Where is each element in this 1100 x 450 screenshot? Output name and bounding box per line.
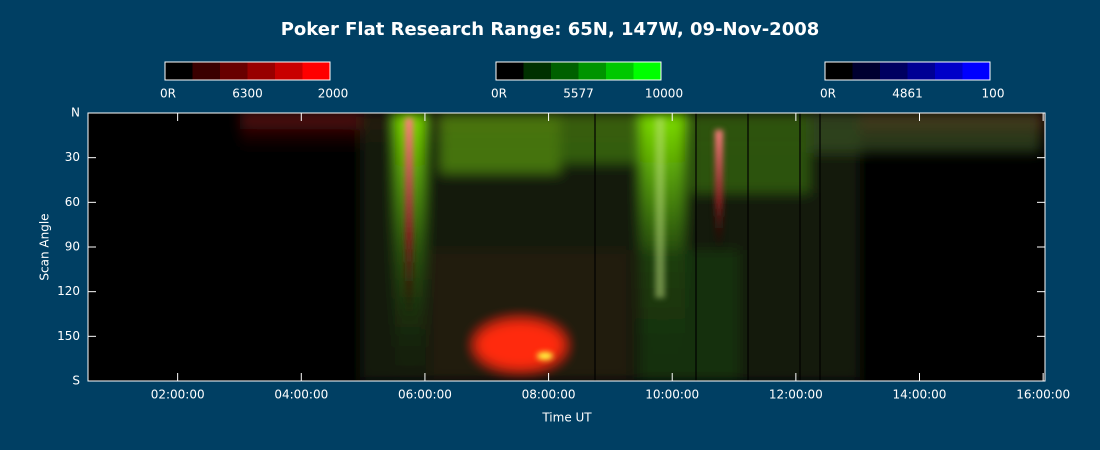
x-tick-label: 16:00:00: [1016, 388, 1070, 402]
y-tick-label: 30: [65, 150, 80, 164]
colorbar-name: 5577: [563, 87, 594, 101]
colorbar-segment: [247, 62, 276, 80]
x-tick-label: 06:00:00: [398, 388, 452, 402]
x-tick-label: 04:00:00: [274, 388, 328, 402]
keogram-image: [88, 113, 1045, 381]
colorbars: 0R 6300 2000 0R 5577 10000 0R 4861 100: [160, 61, 1005, 101]
colorbar-segment: [523, 62, 552, 80]
colorbar-max-label: 100: [982, 87, 1005, 101]
y-tick-label: S: [72, 374, 80, 388]
colorbar-segment: [220, 62, 248, 80]
colorbar-segment: [852, 62, 881, 80]
colorbar-segment: [880, 62, 908, 80]
colorbar-segment: [165, 62, 193, 80]
colorbar-max-label: 2000: [318, 87, 349, 101]
colorbar-segment: [907, 62, 936, 80]
colorbar-segment: [192, 62, 221, 80]
y-tick-label: N: [71, 106, 80, 120]
colorbar-segment: [935, 62, 963, 80]
colorbar-max-label: 10000: [645, 87, 683, 101]
chart-title: Poker Flat Research Range: 65N, 147W, 09…: [281, 19, 820, 40]
colorbar-segment: [496, 62, 524, 80]
y-tick-label: 60: [65, 195, 80, 209]
y-tick-label: 120: [57, 284, 80, 298]
x-tick-label: 02:00:00: [151, 388, 205, 402]
x-tick-label: 08:00:00: [522, 388, 576, 402]
x-tick-label: 12:00:00: [769, 388, 823, 402]
colorbar-segment: [302, 62, 331, 80]
colorbar-min-label: 0R: [820, 87, 836, 101]
colorbar-segment: [962, 62, 991, 80]
colorbar-segment: [551, 62, 579, 80]
colorbar-name: 6300: [232, 87, 263, 101]
colorbar-segment: [275, 62, 303, 80]
colorbar-frame: [824, 61, 991, 81]
x-tick-label: 10:00:00: [645, 388, 699, 402]
colorbar-segment: [825, 62, 853, 80]
y-tick-label: 150: [57, 329, 80, 343]
colorbar-frame: [164, 61, 331, 81]
colorbar-frame: [495, 61, 662, 81]
y-tick-label: 90: [65, 240, 80, 254]
colorbar-min-label: 0R: [160, 87, 176, 101]
y-axis-label: Scan Angle: [38, 213, 52, 280]
colorbar-segment: [606, 62, 634, 80]
colorbar-segment: [633, 62, 662, 80]
x-axis-label: Time UT: [541, 411, 592, 425]
colorbar-segment: [578, 62, 607, 80]
axes: 02:00:00 04:00:00 06:00:00 08:00:00 10:00:00…: [57, 106, 1070, 402]
x-tick-label: 14:00:00: [893, 388, 947, 402]
colorbar-min-label: 0R: [491, 87, 507, 101]
colorbar-name: 4861: [892, 87, 923, 101]
